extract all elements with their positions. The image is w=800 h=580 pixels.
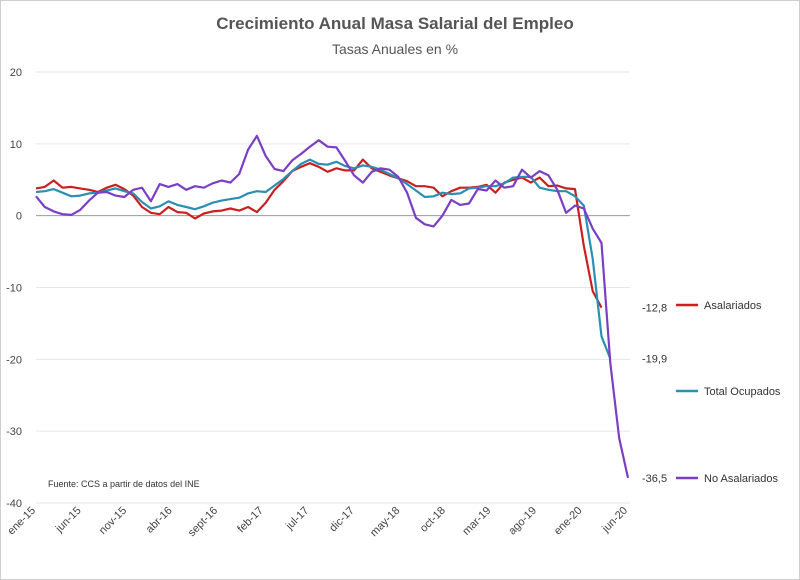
end-labels: -12,8 -19,9 -36,5 (642, 303, 667, 485)
legend-entry: Asalariados (704, 300, 762, 312)
x-tick-label: jun-15 (53, 505, 84, 536)
y-axis: 20 10 0 -10 -20 -30 -40 (6, 67, 22, 510)
x-tick-label: abr-16 (144, 505, 175, 536)
source-note: Fuente: CCS a partir de datos del INE (48, 479, 200, 489)
grid-layer (36, 71, 630, 504)
legend-entry: No Asalariados (704, 473, 778, 485)
x-axis: ene-15 jun-15 nov-15 abr-16 sept-16 feb-17 jul… (5, 505, 630, 539)
y-tick-label: 10 (10, 139, 22, 151)
legend: Asalariados Total Ocupados No Asalariados (676, 300, 781, 485)
y-tick-label: 20 (10, 67, 22, 79)
x-tick-label: may-18 (368, 505, 402, 539)
x-tick-label: nov-15 (97, 505, 129, 537)
y-tick-label: -40 (6, 498, 22, 510)
end-value-label: -19,9 (642, 354, 667, 366)
x-tick-label: dic-17 (327, 505, 357, 535)
y-tick-label: 0 (16, 211, 22, 223)
x-tick-label: sept-16 (186, 505, 220, 539)
x-tick-label: ago-19 (506, 505, 539, 538)
x-tick-label: jul-17 (283, 505, 311, 533)
series-line-total-ocupados (35, 158, 612, 360)
end-value-label: -36,5 (642, 473, 667, 485)
chart-title: Crecimiento Anual Masa Salarial del Empl… (216, 14, 573, 33)
y-tick-label: -20 (6, 354, 22, 366)
end-value-label: -12,8 (642, 303, 667, 315)
x-tick-label: feb-17 (235, 505, 266, 536)
x-tick-label: jun-20 (599, 505, 630, 536)
series-layer (35, 134, 630, 479)
x-tick-label: ene-20 (552, 505, 585, 538)
legend-entry: Total Ocupados (704, 386, 781, 398)
y-tick-label: -30 (6, 426, 22, 438)
x-tick-label: oct-18 (418, 505, 448, 535)
chart-subtitle: Tasas Anuales en % (332, 41, 458, 57)
series-line-no-asalariados (35, 134, 630, 479)
y-tick-label: -10 (6, 283, 22, 295)
x-tick-label: mar-19 (460, 505, 493, 538)
